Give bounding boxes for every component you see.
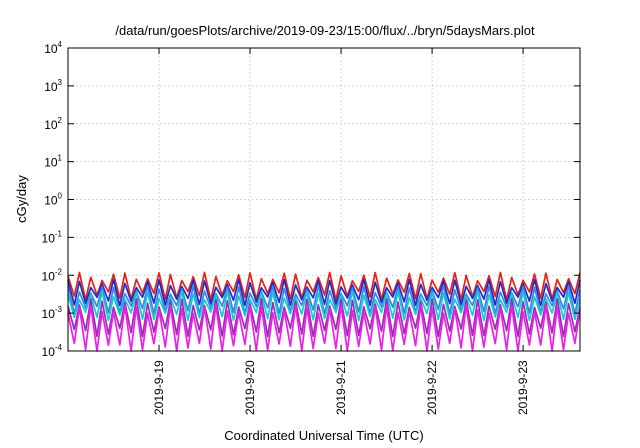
y-tick-exponent: 1 bbox=[58, 154, 63, 163]
y-tick-label: 10-4 bbox=[42, 343, 63, 359]
y-tick-exponent: -2 bbox=[55, 267, 63, 276]
y-tick-exponent: 0 bbox=[58, 192, 63, 201]
y-tick-label: 102 bbox=[44, 116, 62, 132]
series-line bbox=[67, 304, 581, 352]
series-line bbox=[67, 284, 581, 315]
y-tick-label: 10-1 bbox=[42, 229, 63, 245]
y-tick-exponent: -3 bbox=[55, 305, 63, 314]
x-axis-label: Coordinated Universal Time (UTC) bbox=[224, 428, 423, 443]
y-tick-exponent: -1 bbox=[55, 229, 63, 238]
y-tick-base: 10 bbox=[44, 118, 58, 132]
y-tick-base: 10 bbox=[42, 307, 56, 321]
y-tick-exponent: -4 bbox=[55, 343, 63, 352]
chart-title: /data/run/goesPlots/archive/2019-09-23/1… bbox=[115, 23, 535, 38]
x-tick-label: 2019-9-20 bbox=[243, 360, 257, 415]
y-tick-label: 10-3 bbox=[42, 305, 63, 321]
y-tick-label: 101 bbox=[44, 154, 62, 170]
x-tick-label: 2019-9-21 bbox=[334, 360, 348, 415]
series-line bbox=[67, 290, 581, 322]
y-tick-base: 10 bbox=[42, 231, 56, 245]
series-line bbox=[67, 278, 581, 307]
series-line bbox=[67, 271, 581, 301]
y-tick-base: 10 bbox=[44, 194, 58, 208]
y-tick-label: 10-2 bbox=[42, 267, 63, 283]
y-tick-base: 10 bbox=[42, 345, 56, 359]
x-tick-label: 2019-9-23 bbox=[516, 360, 530, 415]
y-tick-base: 10 bbox=[44, 80, 58, 94]
data-series bbox=[67, 271, 581, 352]
x-tick-label: 2019-9-22 bbox=[425, 360, 439, 415]
series-line bbox=[67, 298, 581, 338]
y-tick-exponent: 2 bbox=[58, 116, 63, 125]
y-tick-base: 10 bbox=[44, 42, 58, 56]
y-axis-label: cGy/day bbox=[14, 175, 29, 223]
y-tick-exponent: 4 bbox=[58, 40, 63, 49]
y-tick-label: 103 bbox=[44, 78, 62, 94]
y-tick-label: 104 bbox=[44, 40, 62, 56]
y-tick-base: 10 bbox=[44, 156, 58, 170]
y-tick-exponent: 3 bbox=[58, 78, 63, 87]
y-tick-label: 100 bbox=[44, 192, 62, 208]
axis-ticks: 10-410-310-210-11001011021031042019-9-19… bbox=[42, 40, 580, 415]
y-tick-base: 10 bbox=[42, 269, 56, 283]
x-tick-label: 2019-9-19 bbox=[152, 360, 166, 415]
